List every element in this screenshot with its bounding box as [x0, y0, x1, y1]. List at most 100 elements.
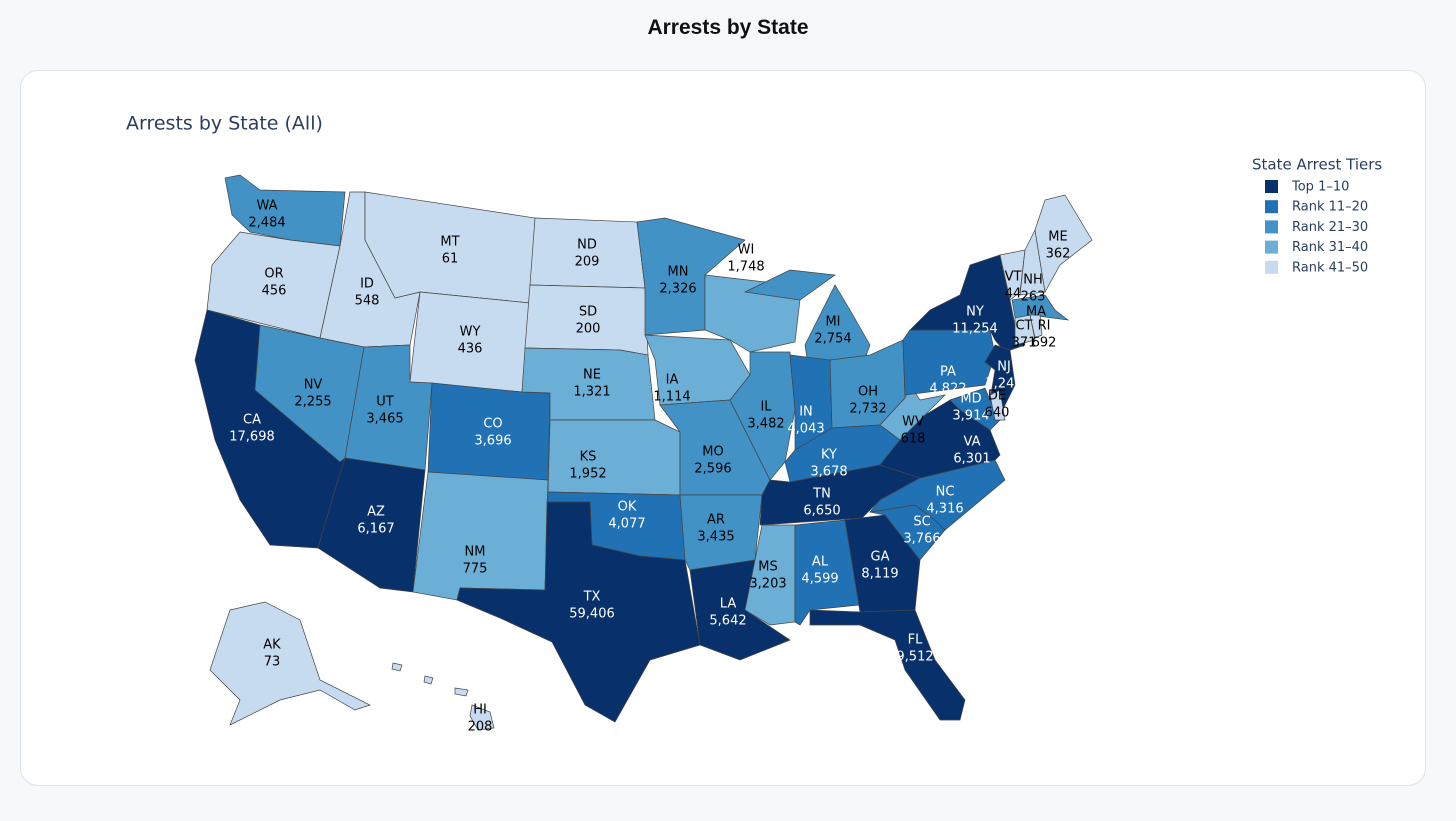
state-code: CA — [243, 413, 261, 428]
legend-label: Rank 11–20 — [1292, 200, 1368, 215]
state-value: 8,119 — [861, 567, 898, 582]
state-code: MN — [668, 265, 689, 280]
state-value: 548 — [355, 294, 380, 309]
state-code: MI — [825, 315, 840, 330]
state-code: OH — [858, 385, 878, 400]
state-code: AZ — [367, 505, 385, 520]
state-code: MD — [960, 392, 981, 407]
state-value: 209 — [575, 255, 600, 270]
state-code: TX — [583, 590, 601, 605]
state-value: 4,822 — [929, 382, 966, 397]
state-code: OK — [618, 500, 637, 515]
state-code: KS — [580, 450, 597, 465]
state — [1014, 314, 1036, 346]
state — [427, 382, 551, 493]
state-value: 4,077 — [608, 517, 645, 532]
state-code: CO — [483, 417, 502, 432]
state-code: OR — [264, 267, 283, 282]
legend-swatch — [1265, 180, 1278, 193]
state-code: IA — [666, 373, 679, 388]
state — [391, 662, 495, 731]
state-code: AK — [263, 638, 281, 653]
state-value: 6,301 — [953, 452, 990, 467]
state-code: NE — [583, 368, 601, 383]
state-code: NM — [465, 545, 486, 560]
state-value: 2,732 — [849, 402, 886, 417]
legend-label: Rank 31–40 — [1292, 240, 1368, 255]
state-value: 371 — [1012, 336, 1037, 351]
state-code: NY — [966, 305, 984, 320]
state — [524, 284, 649, 356]
state — [1034, 194, 1093, 294]
legend-swatch — [1265, 200, 1278, 214]
state-code: SC — [913, 515, 930, 530]
state-code: WI — [738, 243, 755, 258]
state-value: 2,255 — [294, 395, 331, 410]
state-value: 3,696 — [474, 434, 511, 449]
state-value: 3,465 — [366, 412, 403, 427]
state-code: PA — [940, 365, 956, 380]
state-value: 7,243 — [985, 377, 1022, 392]
state-value: 200 — [576, 322, 601, 337]
state — [317, 457, 426, 593]
state — [1029, 314, 1043, 339]
state-code: MS — [758, 560, 777, 575]
state-value: 61 — [442, 252, 459, 267]
state-value: 5,642 — [709, 614, 746, 629]
state-value: 263 — [1021, 290, 1046, 305]
state-value: 640 — [985, 406, 1010, 421]
state-value: 1,321 — [573, 385, 610, 400]
state-value: 6,650 — [803, 504, 840, 519]
state-value: 2,484 — [248, 216, 285, 231]
page-title: Arrests by State — [647, 16, 809, 39]
state-value: 73 — [264, 655, 281, 670]
state-value: 3,678 — [810, 465, 847, 480]
state — [456, 501, 701, 723]
state-value: 2,596 — [694, 462, 731, 477]
state-value: 11,254 — [952, 322, 998, 337]
state-value: 9,512 — [896, 650, 933, 665]
state — [809, 609, 966, 721]
state-value: 1,748 — [727, 260, 764, 275]
state-value: 618 — [901, 432, 926, 447]
state-code: IL — [760, 400, 772, 415]
legend-swatch — [1265, 260, 1278, 274]
state-code: AL — [812, 555, 829, 570]
state-code: WV — [902, 415, 924, 430]
state-code: LA — [720, 597, 737, 612]
state-value: 59,406 — [569, 607, 615, 622]
state-code: GA — [871, 550, 890, 565]
state-value: 1,114 — [653, 390, 690, 405]
legend-swatch — [1265, 220, 1278, 234]
state-code: IN — [799, 405, 813, 420]
state-value: 3,766 — [903, 532, 940, 547]
state-value: 4,316 — [926, 502, 963, 517]
state-value: 17,698 — [229, 430, 275, 445]
state-code: CT — [1015, 319, 1032, 334]
chart-title: Arrests by State (All) — [126, 113, 323, 135]
state-code: WA — [256, 199, 277, 214]
state-value: 362 — [1046, 247, 1071, 262]
state-code: MA — [1026, 305, 1046, 320]
state-code: ME — [1048, 230, 1067, 245]
state-code: ND — [577, 238, 597, 253]
legend-title: State Arrest Tiers — [1252, 156, 1382, 174]
state-value: 3,482 — [747, 417, 784, 432]
state-value: 3,203 — [749, 577, 786, 592]
state-value: 436 — [458, 342, 483, 357]
state-value: 4,043 — [787, 422, 824, 437]
legend-label: Rank 21–30 — [1292, 220, 1368, 235]
state-code: ID — [360, 277, 374, 292]
state-code: NC — [936, 485, 955, 500]
state-code: NV — [304, 378, 323, 393]
state-code: SD — [579, 305, 597, 320]
state-code: AR — [707, 513, 725, 528]
state-value: 3,914 — [952, 409, 989, 424]
state — [989, 389, 1006, 421]
state — [547, 419, 681, 496]
state-code: DE — [988, 389, 1006, 404]
state-code: NH — [1023, 273, 1043, 288]
legend-swatch — [1265, 240, 1278, 254]
state-value: 1,952 — [569, 467, 606, 482]
